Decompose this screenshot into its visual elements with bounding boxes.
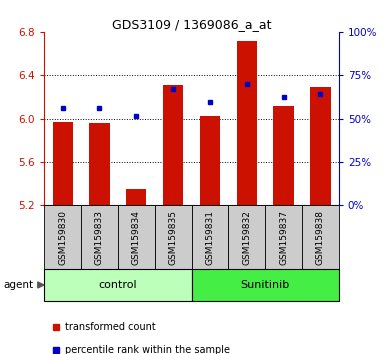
Bar — [200, 116, 220, 205]
Text: Sunitinib: Sunitinib — [241, 280, 290, 290]
FancyBboxPatch shape — [118, 205, 155, 269]
FancyBboxPatch shape — [302, 205, 339, 269]
Text: GSM159834: GSM159834 — [132, 210, 141, 265]
FancyBboxPatch shape — [81, 205, 118, 269]
Bar — [237, 41, 257, 205]
Bar — [163, 85, 183, 205]
Title: GDS3109 / 1369086_a_at: GDS3109 / 1369086_a_at — [112, 18, 271, 31]
Text: percentile rank within the sample: percentile rank within the sample — [65, 346, 231, 354]
Text: GSM159837: GSM159837 — [279, 210, 288, 265]
Text: GSM159830: GSM159830 — [58, 210, 67, 265]
Text: transformed count: transformed count — [65, 322, 156, 332]
Text: GSM159833: GSM159833 — [95, 210, 104, 265]
FancyBboxPatch shape — [192, 205, 228, 269]
Text: control: control — [99, 280, 137, 290]
FancyBboxPatch shape — [265, 205, 302, 269]
Bar — [126, 189, 146, 205]
FancyBboxPatch shape — [44, 269, 192, 301]
Bar — [273, 105, 294, 205]
Text: GSM159832: GSM159832 — [242, 210, 251, 265]
FancyBboxPatch shape — [228, 205, 265, 269]
Bar — [310, 87, 330, 205]
Text: GSM159838: GSM159838 — [316, 210, 325, 265]
Text: GSM159831: GSM159831 — [206, 210, 214, 265]
Bar — [53, 122, 73, 205]
FancyBboxPatch shape — [155, 205, 192, 269]
FancyBboxPatch shape — [192, 269, 339, 301]
Text: GSM159835: GSM159835 — [169, 210, 177, 265]
FancyBboxPatch shape — [44, 205, 81, 269]
Bar — [89, 123, 110, 205]
Text: agent: agent — [4, 280, 34, 290]
